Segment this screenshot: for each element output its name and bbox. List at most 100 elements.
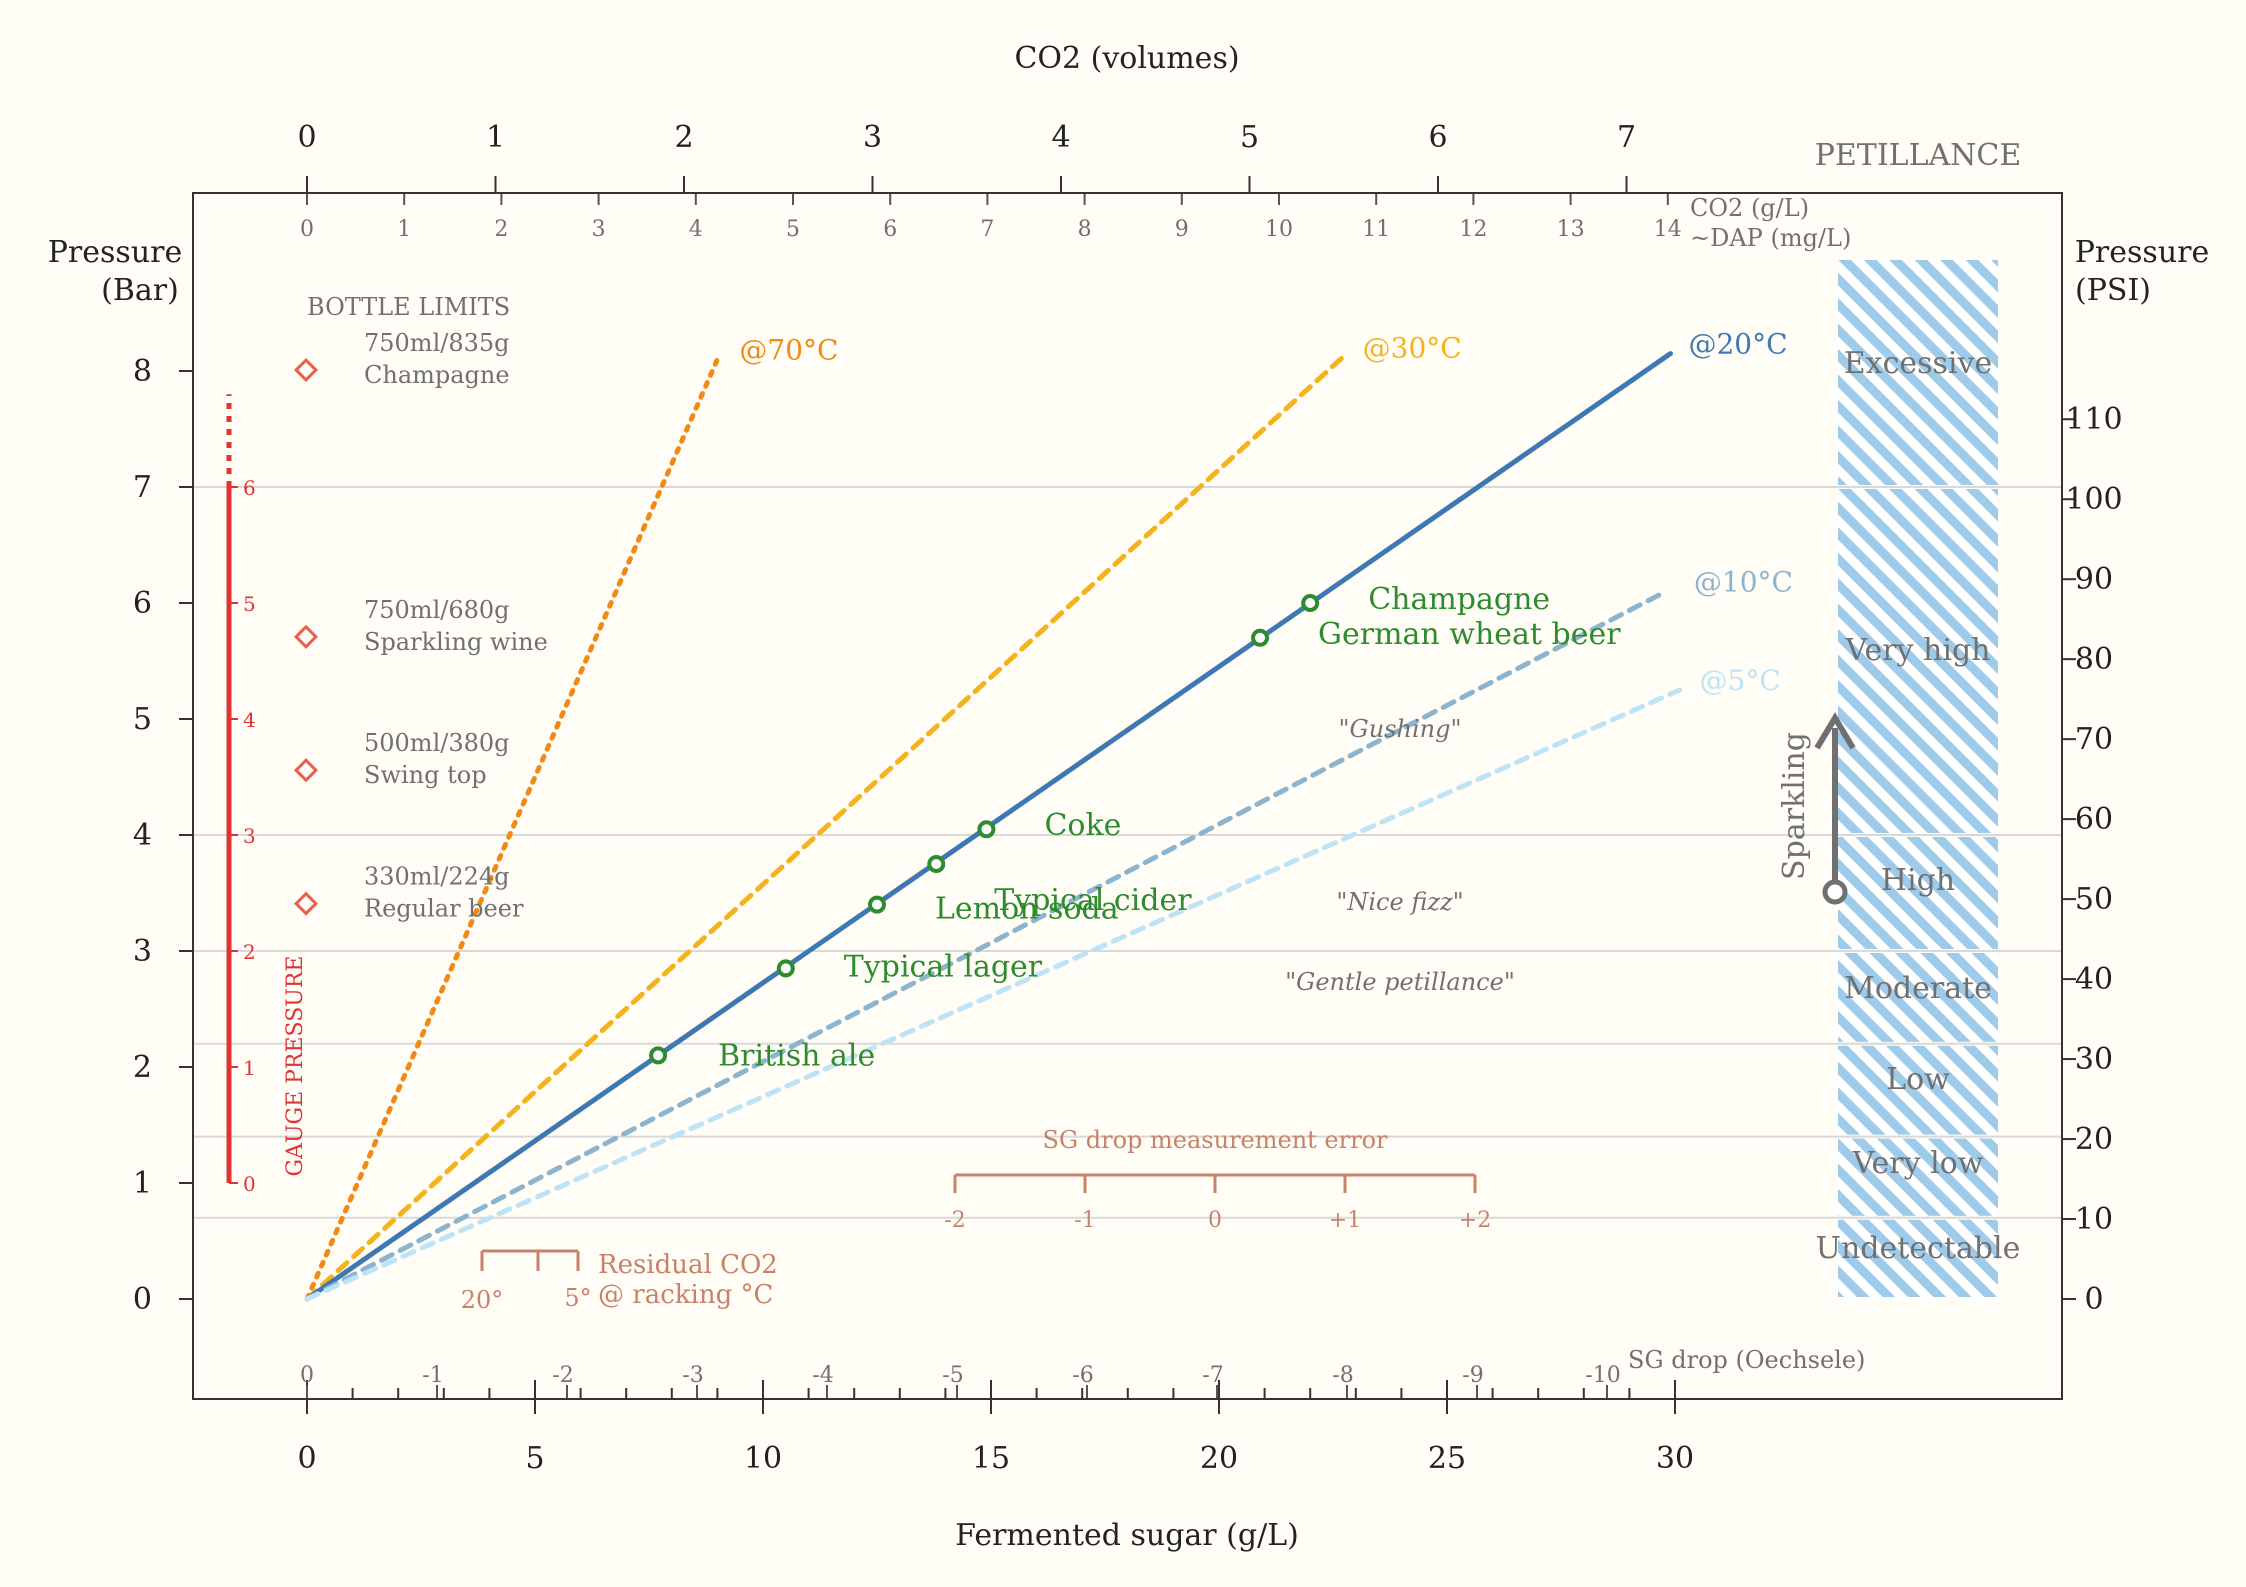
petillance-scale: Undetectable Very low Low Moderate High Very … xyxy=(1814,260,2020,1297)
right-axis-tick-label: 20 xyxy=(2075,1122,2113,1157)
right-axis-tick-label: 60 xyxy=(2075,802,2113,837)
series-line xyxy=(304,351,1350,1302)
sg-drop-tick-label: -5 xyxy=(942,1363,963,1388)
bottle-size-label: 330ml/224g xyxy=(364,863,510,891)
sg-drop-tick-label: -4 xyxy=(812,1363,833,1388)
beverage-label: Champagne xyxy=(1368,582,1550,617)
top-axis-title: CO2 (volumes) xyxy=(1014,41,1239,76)
inner-top-axis-tick-label: 10 xyxy=(1265,217,1293,242)
inner-top-axis-tick-label: 12 xyxy=(1459,217,1487,242)
inner-top-axis-tick-label: 5 xyxy=(786,217,800,242)
gauge-tick-label: 0 xyxy=(243,1172,256,1196)
beverage-point xyxy=(1301,594,1320,612)
right-axis-tick-label: 10 xyxy=(2075,1202,2113,1237)
left-axis-title-line1: Pressure xyxy=(48,235,183,270)
left-axis-tick-label: 5 xyxy=(133,702,152,737)
residual-co2-5-label: 5° xyxy=(564,1284,591,1312)
gauge-pressure-bar: 0 1 2 3 4 5 6 xyxy=(226,394,256,1196)
gridlines xyxy=(193,486,2062,1219)
series-label: @5°C xyxy=(1700,664,1781,697)
bottle-size-label: 750ml/835g xyxy=(364,329,510,357)
inner-top-axis-tick-label: 11 xyxy=(1362,217,1390,242)
residual-co2-label-line2: @ racking °C xyxy=(598,1280,773,1310)
sg-error-tick-label: +1 xyxy=(1329,1208,1361,1233)
nice-fizz-annotation: "Nice fizz" xyxy=(1336,888,1463,916)
gauge-tick-label: 6 xyxy=(243,476,256,500)
inner-top-axis-tick-label: 2 xyxy=(494,217,508,242)
beverage-label: British ale xyxy=(718,1038,875,1073)
bottom-axis-tick-label: 20 xyxy=(1200,1441,1238,1476)
gauge-tick-label: 4 xyxy=(243,708,256,732)
bottle-limit-marker xyxy=(293,758,319,783)
top-axis-tick-label: 2 xyxy=(674,120,693,155)
inner-top-axis-tick-label: 9 xyxy=(1175,217,1189,242)
petillance-level-label: Excessive xyxy=(1844,346,1992,381)
series-line xyxy=(304,687,1683,1302)
bottom-axis-tick-label: 25 xyxy=(1428,1441,1466,1476)
beverage-label: Typical lager xyxy=(844,949,1043,984)
petillance-level-label: Very low xyxy=(1852,1146,1984,1181)
beverage-label: Lemon soda xyxy=(935,892,1119,927)
petillance-band xyxy=(1838,489,1998,833)
top-axis-tick-label: 6 xyxy=(1428,120,1447,155)
beverage-point xyxy=(1251,628,1270,647)
sparkling-arrow-origin xyxy=(1822,879,1848,905)
bottom-axis-tick-label: 30 xyxy=(1656,1441,1694,1476)
sg-drop-tick-label: -2 xyxy=(552,1363,573,1388)
beverage-label: German wheat beer xyxy=(1318,617,1621,652)
petillance-level-label: High xyxy=(1881,863,1955,898)
sg-error-tick-label: -1 xyxy=(1074,1208,1095,1233)
bottom-axis-tick-label: 0 xyxy=(297,1441,316,1476)
left-axis-tick-label: 3 xyxy=(133,934,152,969)
gauge-tick-label: 2 xyxy=(243,940,256,964)
series-label: @30°C xyxy=(1363,332,1462,365)
beverage-point xyxy=(776,959,795,978)
petillance-band xyxy=(1838,1138,1998,1216)
petillance-band xyxy=(1838,260,1998,485)
beverage-label: Typical cider xyxy=(994,883,1192,918)
right-axis-title-line2: (PSI) xyxy=(2075,273,2151,308)
plot-frame xyxy=(192,192,2063,1400)
beverage-point xyxy=(927,855,946,873)
gushing-annotation: "Gushing" xyxy=(1339,715,1462,743)
right-axis-tick-label: 90 xyxy=(2075,562,2113,597)
sg-drop-tick-label: -6 xyxy=(1072,1363,1093,1388)
petillance-level-label: Moderate xyxy=(1844,971,1992,1006)
petillance-level-label: Very high xyxy=(1845,633,1991,668)
right-axis-tick-label: 40 xyxy=(2075,962,2113,997)
residual-co2-label-line1: Residual CO2 xyxy=(598,1250,778,1280)
sg-error-title: SG drop measurement error xyxy=(1043,1126,1389,1154)
sg-drop-tick-label: -8 xyxy=(1332,1363,1353,1388)
series-line xyxy=(304,588,1669,1302)
residual-co2-20-label: 20° xyxy=(461,1286,504,1314)
beverage-point xyxy=(649,1046,668,1065)
left-axis-tick-label: 4 xyxy=(133,818,152,853)
sg-drop-tick-label: -3 xyxy=(682,1363,703,1388)
top-axis-tick-label: 5 xyxy=(1240,120,1259,155)
bottle-limit-marker xyxy=(293,357,319,383)
sg-error-tick-label: 0 xyxy=(1208,1208,1222,1233)
left-axis-tick-label: 1 xyxy=(133,1166,152,1201)
right-axis-tick-label: 80 xyxy=(2075,642,2113,677)
left-axis-tick-label: 2 xyxy=(133,1050,152,1085)
sg-drop-tick-label: 0 xyxy=(300,1363,314,1388)
bottom-axis-title: Fermented sugar (g/L) xyxy=(955,1518,1299,1553)
top-axis-tick-label: 4 xyxy=(1051,120,1070,155)
sg-drop-tick-label: -1 xyxy=(422,1363,443,1388)
left-axis-title-line2: (Bar) xyxy=(101,273,179,308)
inner-top-axis-tick-label: 4 xyxy=(689,217,703,242)
axes: 0 1 2 3 4 5 6 70 1 2 3 4 5 6 7 8 9 10 11 12 13 140 5 10 15 20 25 30… xyxy=(133,120,2123,1476)
gauge-tick-label: 3 xyxy=(243,824,256,848)
top-axis-tick-label: 0 xyxy=(297,120,316,155)
series-lines: @70°C @30°C @20°C @10°C @5°C xyxy=(304,328,1793,1302)
beverage-points: British ale Typical lager Lemon sodaTypica… xyxy=(649,582,1621,1073)
inner-top-axis-tick-label: 14 xyxy=(1654,217,1682,242)
inner-top-axis-tick-label: 6 xyxy=(883,217,897,242)
right-axis-tick-label: 50 xyxy=(2075,882,2113,917)
inner-bottom-axis-title: SG drop (Oechsele) xyxy=(1628,1346,1865,1374)
bottle-type-label: Sparkling wine xyxy=(364,628,548,656)
series-line xyxy=(304,356,720,1302)
measurement-brackets: -2 -1 0 +1 +2 xyxy=(480,1173,1491,1271)
left-axis-tick-label: 8 xyxy=(133,354,152,389)
